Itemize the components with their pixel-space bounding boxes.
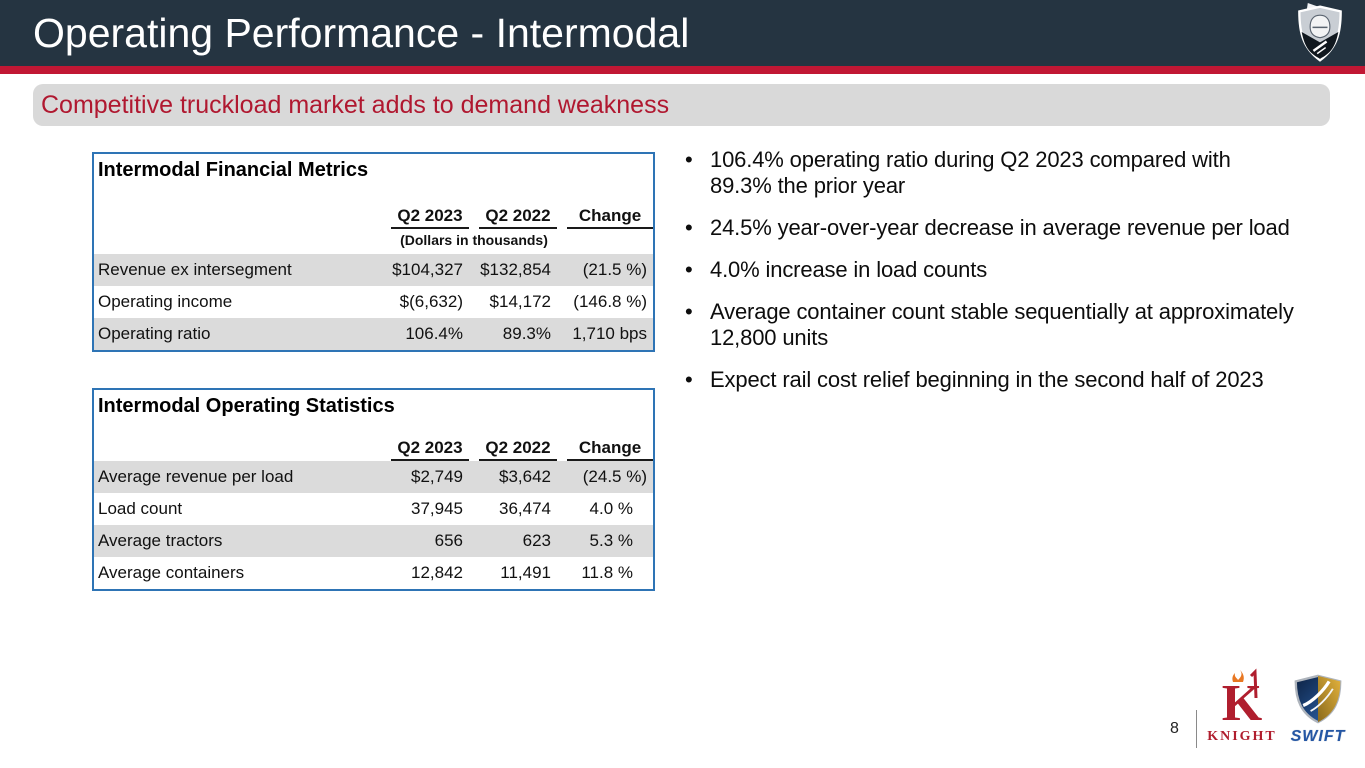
value-change: 5.3 %: [589, 531, 633, 550]
row-label: Average revenue per load: [98, 467, 294, 486]
table-row: Operating income $(6,632) $14,172 (146.8…: [94, 286, 653, 318]
operating-statistics-table: Intermodal Operating Statistics Q2 2023 …: [92, 388, 655, 591]
page-number: 8: [1170, 720, 1179, 737]
financial-metrics-table: Intermodal Financial Metrics Q2 2023 Q2 …: [92, 152, 655, 352]
footer-divider: [1196, 710, 1197, 748]
subtitle-banner: Competitive truckload market adds to dem…: [33, 84, 1330, 126]
column-header-change: Change: [567, 206, 653, 229]
value-q2-2022: $14,172: [489, 292, 551, 311]
red-accent-line: [0, 66, 1365, 74]
table-title: Intermodal Operating Statistics: [98, 395, 395, 417]
table-row: Load count 37,945 36,474 4.0 %: [94, 493, 653, 525]
swift-shield-icon: [1294, 674, 1342, 724]
value-q2-2023: 106.4%: [405, 324, 463, 343]
value-q2-2023: 12,842: [411, 563, 463, 582]
value-change: (24.5 %): [582, 467, 647, 486]
row-label: Operating income: [98, 292, 233, 311]
bullet-item: Expect rail cost relief beginning in the…: [683, 367, 1295, 393]
table-row: Revenue ex intersegment $104,327 $132,85…: [94, 254, 653, 286]
value-q2-2022: $132,854: [480, 260, 551, 279]
value-change: (146.8 %): [573, 292, 647, 311]
value-change: (21.5 %): [582, 260, 647, 279]
bullet-item: 106.4% operating ratio during Q2 2023 co…: [683, 147, 1295, 199]
swift-logo: SWIFT: [1286, 674, 1350, 748]
value-q2-2023: $(6,632): [399, 292, 463, 311]
units-note-row: (Dollars in thousands): [94, 229, 653, 254]
table-title: Intermodal Financial Metrics: [98, 159, 369, 181]
table-row: Operating ratio 106.4% 89.3% 1,710 bps: [94, 318, 653, 350]
row-label: Load count: [98, 499, 183, 518]
value-change: 4.0 %: [589, 499, 633, 518]
value-q2-2022: 36,474: [499, 499, 551, 518]
value-q2-2023: 656: [434, 531, 463, 550]
knight-k-icon: K: [1222, 668, 1263, 732]
row-label: Revenue ex intersegment: [98, 260, 292, 279]
table-row: Average revenue per load $2,749 $3,642 (…: [94, 461, 653, 493]
header-bar: Operating Performance - Intermodal: [0, 0, 1365, 66]
knight-logo: K KNIGHT: [1204, 668, 1280, 748]
row-label: Average containers: [98, 563, 245, 582]
units-note: (Dollars in thousands): [400, 232, 548, 248]
highlights-list: 106.4% operating ratio during Q2 2023 co…: [683, 147, 1295, 409]
row-label: Average tractors: [98, 531, 223, 550]
value-change: 1,710 bps: [572, 324, 647, 343]
table-header-row: Q2 2023 Q2 2022 Change: [94, 206, 653, 229]
knight-wordmark: KNIGHT: [1207, 729, 1277, 744]
value-q2-2023: 37,945: [411, 499, 463, 518]
value-q2-2022: $3,642: [499, 467, 551, 486]
value-q2-2023: $104,327: [392, 260, 463, 279]
value-change: 11.8 %: [581, 563, 633, 582]
value-q2-2022: 623: [522, 531, 551, 550]
swift-wordmark: SWIFT: [1290, 728, 1346, 745]
value-q2-2022: 89.3%: [502, 324, 551, 343]
bullet-item: Average container count stable sequentia…: [683, 299, 1295, 351]
column-header-q2-2023: Q2 2023: [391, 438, 469, 461]
table-header-row: Q2 2023 Q2 2022 Change: [94, 438, 653, 461]
column-header-q2-2023: Q2 2023: [391, 206, 469, 229]
bullet-item: 24.5% year-over-year decrease in average…: [683, 215, 1295, 241]
column-header-change: Change: [567, 438, 653, 461]
knight-swift-crest-icon: [1298, 2, 1342, 62]
bullet-item: 4.0% increase in load counts: [683, 257, 1295, 283]
row-label: Operating ratio: [98, 324, 211, 343]
column-header-q2-2022: Q2 2022: [479, 206, 557, 229]
page-title: Operating Performance - Intermodal: [33, 10, 690, 56]
subtitle-text: Competitive truckload market adds to dem…: [41, 90, 670, 119]
table-row: Average containers 12,842 11,491 11.8 %: [94, 557, 653, 589]
value-q2-2023: $2,749: [411, 467, 463, 486]
value-q2-2022: 11,491: [500, 563, 551, 582]
column-header-q2-2022: Q2 2022: [479, 438, 557, 461]
table-row: Average tractors 656 623 5.3 %: [94, 525, 653, 557]
